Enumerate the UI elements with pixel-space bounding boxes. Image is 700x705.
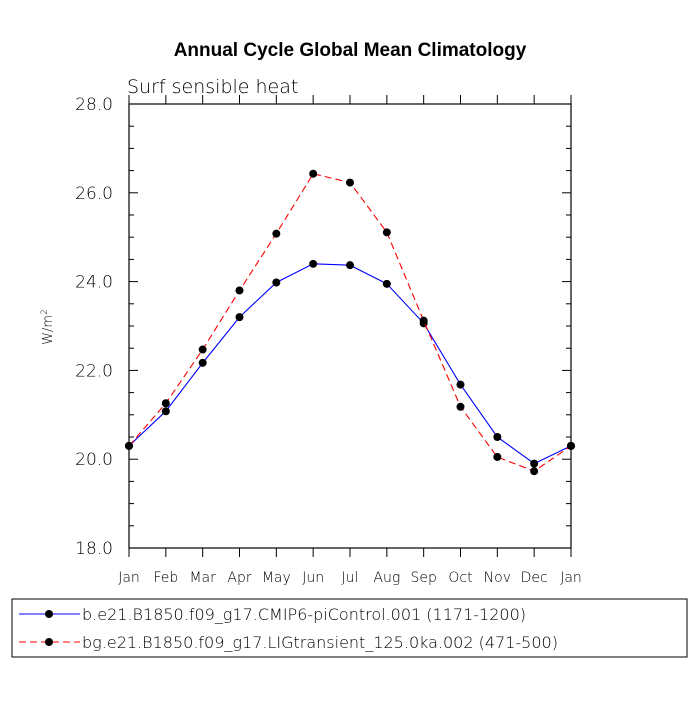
series-1-point bbox=[419, 316, 428, 325]
y-tick-label: 22.0 bbox=[75, 361, 113, 381]
series-group bbox=[125, 169, 575, 476]
y-tick-label: 20.0 bbox=[75, 450, 113, 470]
x-tick-label: Mar bbox=[189, 570, 216, 586]
series-0-point bbox=[530, 459, 539, 468]
series-0-point bbox=[456, 380, 465, 389]
series-0-point bbox=[235, 313, 244, 322]
plot-frame bbox=[128, 103, 572, 549]
series-1-point bbox=[456, 402, 465, 411]
x-tick-label: Sep bbox=[410, 570, 436, 586]
chart-title: Annual Cycle Global Mean Climatology bbox=[174, 40, 527, 61]
legend-label-1: bg.e21.B1850.f09_g17.LIGtransient_125.0k… bbox=[82, 633, 558, 652]
series-0-point bbox=[161, 407, 170, 416]
series-line-1 bbox=[128, 173, 572, 472]
x-tick-label: Dec bbox=[521, 570, 548, 586]
series-1-point bbox=[235, 286, 244, 295]
series-0-point bbox=[272, 278, 281, 287]
y-axis-label-superscript: 2 bbox=[40, 309, 50, 315]
y-tick-label: 28.0 bbox=[75, 95, 113, 115]
x-tick-label: Apr bbox=[227, 570, 251, 586]
x-tick-label: Nov bbox=[484, 570, 511, 586]
chart-subtitle: Surf sensible heat bbox=[127, 76, 298, 98]
legend-marker-1 bbox=[45, 638, 53, 646]
y-axis-label-text: W/m bbox=[41, 315, 56, 345]
series-0-point bbox=[198, 358, 207, 367]
series-0-point bbox=[493, 433, 502, 441]
series-1-point bbox=[272, 229, 281, 238]
y-tick-label: 24.0 bbox=[75, 273, 113, 293]
x-tick-label: Jan bbox=[118, 570, 140, 586]
series-line-0 bbox=[128, 263, 572, 465]
legend-marker-0 bbox=[45, 610, 53, 618]
x-tick-label: Feb bbox=[153, 570, 178, 586]
x-tick-label: Jan bbox=[560, 570, 582, 586]
legend-box bbox=[11, 598, 688, 658]
y-tick-label: 26.0 bbox=[75, 184, 113, 204]
series-1-point bbox=[161, 399, 170, 408]
series-1-point bbox=[530, 467, 539, 476]
legend-label-0: b.e21.B1850.f09_g17.CMIP6-piControl.001 … bbox=[82, 605, 526, 624]
x-tick-label: Oct bbox=[448, 570, 472, 586]
series-0-point bbox=[382, 279, 391, 288]
x-tick-label: May bbox=[262, 570, 291, 586]
series-1-point bbox=[382, 228, 391, 237]
x-tick-label: Aug bbox=[373, 570, 400, 586]
y-tick-label: 18.0 bbox=[75, 539, 113, 559]
series-1-point bbox=[567, 441, 575, 450]
series-1-point bbox=[493, 452, 502, 461]
axes: 18.0 20.0 22.0 24.0 26.0 28.0 Jan Feb Mar Apr May J… bbox=[75, 95, 582, 586]
series-0-point bbox=[346, 261, 354, 270]
series-1-point bbox=[125, 441, 133, 450]
legend: b.e21.B1850.f09_g17.CMIP6-piControl.001 … bbox=[11, 598, 688, 658]
x-tick-label: Jul bbox=[342, 570, 359, 586]
series-1-point bbox=[198, 345, 207, 354]
y-axis-label: W/m2 bbox=[40, 309, 56, 345]
series-0-point bbox=[309, 259, 318, 268]
series-1-point bbox=[309, 169, 318, 178]
series-1-point bbox=[346, 178, 354, 187]
x-tick-label: Jun bbox=[302, 570, 324, 586]
